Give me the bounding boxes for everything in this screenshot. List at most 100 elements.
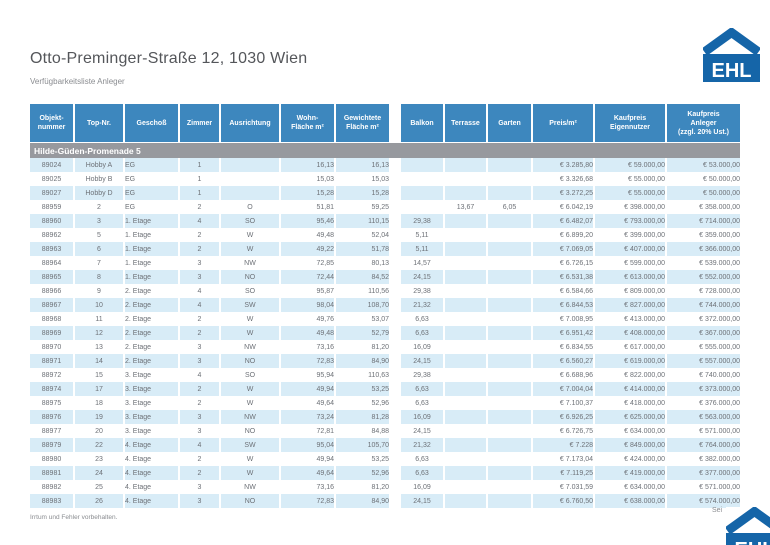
- cell-zimmer: 3: [180, 270, 221, 284]
- cell-wohnflaeche: 49,64: [281, 396, 336, 410]
- cell-terrasse: [445, 186, 488, 200]
- cell-gewichtete-flaeche: 53,07: [336, 312, 391, 326]
- cell-geschoss: 1. Etage: [125, 214, 180, 228]
- cell-balkon: 6,63: [401, 452, 445, 466]
- col-header-preis-m2: Preis/m²: [533, 104, 595, 142]
- cell-objektnummer: 88977: [30, 424, 75, 438]
- cell-ausrichtung: SO: [221, 284, 281, 298]
- cell-kaufpreis-anleger: € 377.000,00: [667, 466, 740, 480]
- cell-balkon: 16,09: [401, 480, 445, 494]
- page-subtitle: Verfügbarkeitsliste Anleger: [30, 77, 125, 86]
- cell-zimmer: 3: [180, 340, 221, 354]
- col-header-ausrichtung: Ausrichtung: [221, 104, 281, 142]
- cell-ausrichtung: SW: [221, 438, 281, 452]
- cell-preis-m2: € 6.560,27: [533, 354, 595, 368]
- cell-kaufpreis-eigennutzer: € 399.000,00: [595, 228, 667, 242]
- cell-ausrichtung: [221, 158, 281, 172]
- cell-garten: [488, 270, 533, 284]
- cell-gewichtete-flaeche: 84,88: [336, 424, 391, 438]
- cell-ausrichtung: NW: [221, 340, 281, 354]
- cell-kaufpreis-eigennutzer: € 55.000,00: [595, 186, 667, 200]
- cell-wohnflaeche: 49,76: [281, 312, 336, 326]
- cell-ausrichtung: NO: [221, 494, 281, 508]
- col-header-zimmer: Zimmer: [180, 104, 221, 142]
- cell-garten: [488, 326, 533, 340]
- cell-garten: [488, 466, 533, 480]
- cell-kaufpreis-eigennutzer: € 625.000,00: [595, 410, 667, 424]
- cell-preis-m2: € 7.031,59: [533, 480, 595, 494]
- cell-geschoss: 3. Etage: [125, 410, 180, 424]
- cell-top-nr: 24: [75, 466, 125, 480]
- cell-kaufpreis-anleger: € 53.000,00: [667, 158, 740, 172]
- cell-kaufpreis-eigennutzer: € 822.000,00: [595, 368, 667, 382]
- cell-kaufpreis-anleger: € 728.000,00: [667, 284, 740, 298]
- column-gutter: [391, 480, 401, 494]
- cell-wohnflaeche: 73,24: [281, 410, 336, 424]
- cell-kaufpreis-anleger: € 359.000,00: [667, 228, 740, 242]
- cell-preis-m2: € 6.844,53: [533, 298, 595, 312]
- cell-top-nr: 14: [75, 354, 125, 368]
- cell-balkon: 16,09: [401, 410, 445, 424]
- cell-top-nr: 15: [75, 368, 125, 382]
- cell-terrasse: [445, 354, 488, 368]
- cell-geschoss: 3. Etage: [125, 396, 180, 410]
- cell-objektnummer: 88963: [30, 242, 75, 256]
- cell-zimmer: 2: [180, 396, 221, 410]
- cell-top-nr: 18: [75, 396, 125, 410]
- cell-preis-m2: € 7.100,37: [533, 396, 595, 410]
- cell-top-nr: 19: [75, 410, 125, 424]
- cell-geschoss: EG: [125, 200, 180, 214]
- ehl-logo: EHL: [701, 26, 762, 82]
- cell-ausrichtung: W: [221, 452, 281, 466]
- cell-terrasse: [445, 298, 488, 312]
- cell-ausrichtung: W: [221, 242, 281, 256]
- cell-gewichtete-flaeche: 81,20: [336, 480, 391, 494]
- cell-geschoss: 2. Etage: [125, 298, 180, 312]
- cell-garten: [488, 214, 533, 228]
- cell-kaufpreis-anleger: € 373.000,00: [667, 382, 740, 396]
- cell-garten: [488, 410, 533, 424]
- cell-wohnflaeche: 72,44: [281, 270, 336, 284]
- cell-garten: [488, 368, 533, 382]
- cell-ausrichtung: [221, 172, 281, 186]
- cell-ausrichtung: NO: [221, 424, 281, 438]
- cell-objektnummer: 88975: [30, 396, 75, 410]
- cell-garten: [488, 396, 533, 410]
- cell-terrasse: [445, 284, 488, 298]
- cell-balkon: 6,63: [401, 382, 445, 396]
- cell-balkon: 6,63: [401, 396, 445, 410]
- cell-geschoss: 2. Etage: [125, 312, 180, 326]
- cell-zimmer: 3: [180, 410, 221, 424]
- cell-top-nr: 17: [75, 382, 125, 396]
- cell-garten: [488, 354, 533, 368]
- cell-garten: [488, 228, 533, 242]
- col-header-kaufpreis-eigennutzer: Kaufpreis Eigennutzer: [595, 104, 667, 142]
- disclaimer-text: Irrtum und Fehler vorbehalten.: [30, 514, 118, 521]
- cell-terrasse: [445, 452, 488, 466]
- cell-balkon: 6,63: [401, 312, 445, 326]
- table-row: 88970 13 2. Etage 3 NW 73,16 81,20 16,09…: [30, 340, 740, 354]
- cell-ausrichtung: SO: [221, 214, 281, 228]
- cell-geschoss: 4. Etage: [125, 452, 180, 466]
- cell-objektnummer: 88979: [30, 438, 75, 452]
- cell-objektnummer: 88974: [30, 382, 75, 396]
- cell-preis-m2: € 6.042,19: [533, 200, 595, 214]
- cell-objektnummer: 88982: [30, 480, 75, 494]
- cell-ausrichtung: NO: [221, 270, 281, 284]
- cell-kaufpreis-anleger: € 764.000,00: [667, 438, 740, 452]
- cell-kaufpreis-anleger: € 555.000,00: [667, 340, 740, 354]
- cell-terrasse: [445, 410, 488, 424]
- cell-garten: [488, 438, 533, 452]
- cell-terrasse: [445, 256, 488, 270]
- cell-gewichtete-flaeche: 53,25: [336, 452, 391, 466]
- cell-kaufpreis-eigennutzer: € 419.000,00: [595, 466, 667, 480]
- cell-terrasse: [445, 228, 488, 242]
- column-gutter: [391, 200, 401, 214]
- ehl-logo-icon: EHL: [701, 26, 762, 82]
- cell-ausrichtung: SO: [221, 368, 281, 382]
- cell-kaufpreis-eigennutzer: € 849.000,00: [595, 438, 667, 452]
- cell-balkon: 6,63: [401, 466, 445, 480]
- cell-kaufpreis-anleger: € 50.000,00: [667, 172, 740, 186]
- cell-preis-m2: € 6.899,20: [533, 228, 595, 242]
